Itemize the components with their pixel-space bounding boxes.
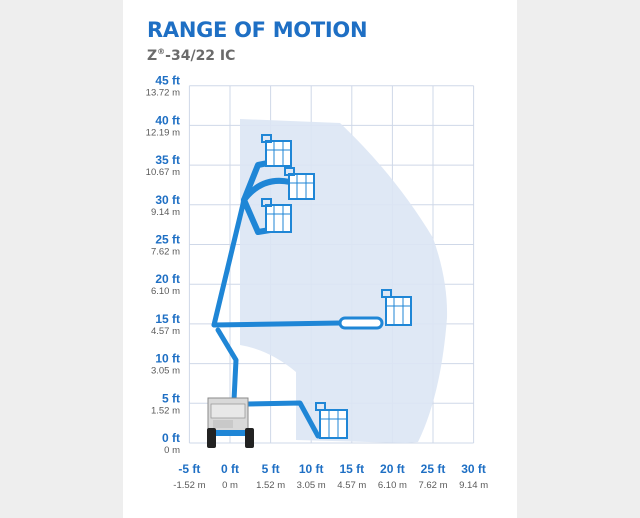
x-tick-m: 9.14 m [459,480,488,491]
y-tick-ft: 10 ft [155,352,180,366]
x-tick-ft: 25 ft [421,462,446,476]
wheel-left [207,428,216,448]
counterweight [213,420,233,428]
x-tick-ft: -5 ft [178,462,200,476]
wheel-right [245,428,254,448]
x-tick-ft: 30 ft [461,462,486,476]
x-tick-m: 4.57 m [337,480,366,491]
y-tick-ft: 20 ft [155,272,180,286]
riser-boom [215,327,239,403]
platform-low [315,402,348,439]
x-tick-ft: 5 ft [262,462,280,476]
y-tick-m: 6.10 m [151,286,180,297]
x-tick-m: 1.52 m [256,480,285,491]
y-tick-m: 13.72 m [146,88,180,99]
platform-horizontal [381,289,412,326]
main-boom-up [211,197,247,328]
jib-lowered [245,400,321,439]
y-tick-ft: 45 ft [155,74,180,88]
jib-upper-2 [241,177,293,203]
registered-mark: ® [157,47,166,56]
page-title: RANGE OF MOTION [147,18,368,42]
y-tick-m: 0 m [164,445,180,456]
platform-third [261,198,292,233]
x-tick-m: -1.52 m [173,480,205,491]
y-tick-ft: 15 ft [155,312,180,326]
platform-top [261,134,292,167]
y-tick-ft: 5 ft [162,391,180,405]
x-axis-labels: -5 ft -1.52 m 0 ft 0 m 5 ft 1.52 m 10 ft 3.05 m… [173,462,488,491]
y-tick-m: 7.62 m [151,247,180,258]
chassis-base [208,430,254,436]
platforms [261,134,412,439]
x-tick-m: 7.62 m [418,480,447,491]
x-tick-ft: 10 ft [299,462,324,476]
y-tick-ft: 25 ft [155,233,180,247]
y-tick-m: 9.14 m [151,207,180,218]
platform-second [284,167,315,200]
x-tick-m: 6.10 m [378,480,407,491]
turntable [210,403,246,419]
y-tick-m: 10.67 m [146,167,180,178]
x-tick-ft: 0 ft [221,462,239,476]
jib-horizontal [338,316,384,330]
x-tick-m: 3.05 m [297,480,326,491]
x-tick-m: 0 m [222,480,238,491]
model-name: Z®-34/22 IC [147,47,236,64]
model-prefix: Z [147,48,158,64]
machine-chassis [207,397,254,448]
y-tick-m: 1.52 m [151,405,180,416]
x-tick-ft: 20 ft [380,462,405,476]
jib-upper-1 [241,160,271,203]
x-tick-ft: 15 ft [339,462,364,476]
y-tick-ft: 40 ft [155,113,180,127]
y-tick-ft: 30 ft [155,193,180,207]
y-tick-m: 12.19 m [146,127,180,138]
y-tick-ft: 35 ft [155,153,180,167]
boom-assembly [211,160,384,439]
model-rest: -34/22 IC [165,48,236,64]
y-tick-ft: 0 ft [162,431,180,445]
boom-horizontal [211,320,343,328]
y-tick-m: 3.05 m [151,366,180,377]
y-tick-m: 4.57 m [151,326,180,337]
